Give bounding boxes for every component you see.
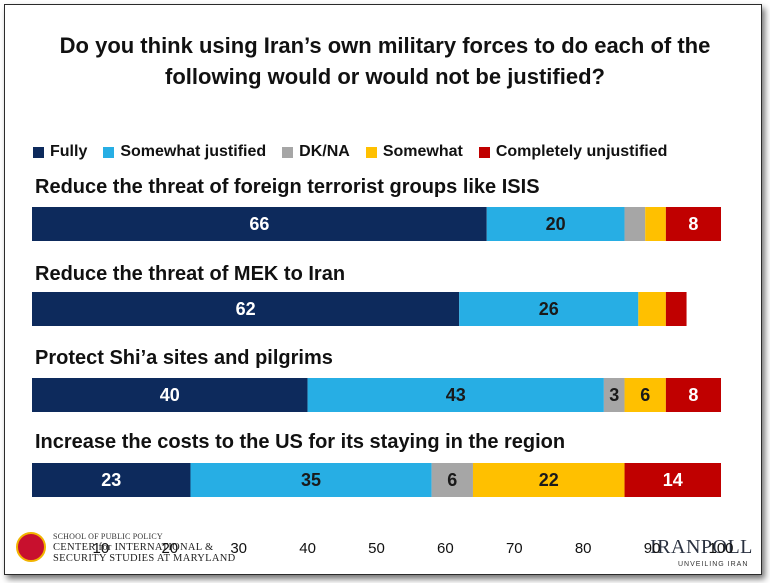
x-tick-label-20: 20 [161, 540, 178, 557]
cissm-logo: SCHOOL OF PUBLIC POLICY CENTER for INTER… [16, 530, 235, 570]
cissm-logo-school-text: SCHOOL OF PUBLIC POLICY [53, 532, 163, 541]
bar-segment-3-0 [32, 463, 191, 497]
row-label-isis: Reduce the threat of foreign terrorist g… [35, 176, 540, 198]
x-tick-label-10: 10 [93, 540, 110, 557]
row-label-us-costs: Increase the costs to the US for its sta… [35, 431, 566, 453]
bar-segment-0-3 [645, 207, 666, 241]
bar-segment-2-3 [624, 378, 666, 412]
bar-data-label-3-3: 22 [539, 470, 559, 490]
bar-data-label-1-0: 62 [236, 299, 256, 319]
x-tick-label-100: 100 [708, 540, 733, 557]
row-label-shia-sites: Protect Shi’a sites and pilgrims [35, 347, 333, 369]
legend-swatch-somewhat [365, 146, 377, 158]
iranpoll-logo: IRANPOLL UNVEILING IRAN [650, 536, 753, 572]
legend-item-fully: Fully [33, 143, 87, 161]
bar-segment-0-2 [624, 207, 646, 241]
legend-swatch-dk-na [282, 146, 294, 158]
iranpoll-logo-tagline: UNVEILING IRAN [678, 561, 749, 568]
legend-item-dk-na: DK/NA [282, 143, 350, 161]
bar-segment-1-4 [665, 292, 687, 326]
x-tick-label-70: 70 [506, 540, 523, 557]
bar-data-label-2-1: 43 [446, 385, 466, 405]
university-seal-icon [16, 532, 46, 562]
bar-segment-1-0 [32, 292, 460, 326]
legend-swatch-fully [33, 146, 44, 158]
legend-label-somewhat: Somewhat [382, 143, 463, 160]
bar-data-label-2-0: 40 [160, 385, 180, 405]
bar-segment-3-4 [624, 463, 721, 497]
x-tick-label-50: 50 [368, 540, 385, 557]
cissm-logo-line-2: SECURITY STUDIES AT MARYLAND [53, 553, 236, 564]
bar-segment-2-4 [665, 378, 721, 412]
x-tick-label-60: 60 [437, 540, 454, 557]
row-label-mek: Reduce the threat of MEK to Iran [35, 263, 346, 285]
bar-segment-0-4 [665, 207, 721, 241]
bar-segment-0-0 [32, 207, 487, 241]
legend-swatch-somewhat-justified [103, 146, 115, 158]
bar-data-label-2-4: 8 [688, 385, 698, 405]
legend-label-fully: Fully [50, 143, 88, 160]
bar-data-label-3-4: 14 [663, 470, 683, 490]
x-tick-label-80: 80 [575, 540, 592, 557]
bar-segment-2-1 [307, 378, 604, 412]
bar-data-label-0-1: 20 [546, 214, 566, 234]
legend-label-somewhat-justified: Somewhat justified [120, 143, 267, 160]
bar-data-label-3-1: 35 [301, 470, 321, 490]
legend-label-dk-na: DK/NA [299, 143, 350, 160]
bar-data-label-0-0: 66 [249, 214, 269, 234]
bar-segment-2-0 [32, 378, 308, 412]
bar-data-label-2-3: 6 [640, 385, 650, 405]
legend-label-completely-unjustified: Completely unjustified [495, 143, 668, 160]
legend-item-somewhat-justified: Somewhat justified [103, 143, 266, 161]
iranpoll-logo-name: IRANPOLL [650, 536, 753, 558]
legend-swatch-completely-unjustified [478, 146, 490, 158]
bar-segment-1-1 [459, 292, 639, 326]
x-tick-label-40: 40 [299, 540, 316, 557]
bar-data-label-3-0: 23 [101, 470, 121, 490]
bar-data-label-0-4: 8 [688, 214, 698, 234]
bar-segment-0-1 [486, 207, 625, 241]
legend: Fully Somewhat justified DK/NA Somewhat … [33, 142, 753, 162]
chart-title-line-2: following would or would not be justifie… [165, 64, 605, 89]
bar-segment-3-2 [431, 463, 473, 497]
x-tick-label-30: 30 [230, 540, 247, 557]
legend-item-somewhat: Somewhat [365, 143, 463, 161]
chart-title-line-1: Do you think using Iran’s own military f… [59, 33, 711, 58]
bar-data-label-2-2: 3 [609, 385, 619, 405]
chart-title: Do you think using Iran’s own military f… [0, 30, 770, 92]
bar-segment-1-3 [638, 292, 666, 326]
bar-data-label-1-1: 26 [539, 299, 559, 319]
legend-item-completely-unjustified: Completely unjustified [478, 143, 668, 161]
bar-segment-2-2 [603, 378, 625, 412]
x-tick-label-90: 90 [644, 540, 661, 557]
bar-segment-3-1 [190, 463, 432, 497]
bar-segment-3-3 [472, 463, 625, 497]
cissm-logo-line-1: CENTER for INTERNATIONAL & [53, 542, 214, 553]
bar-data-label-3-2: 6 [447, 470, 457, 490]
